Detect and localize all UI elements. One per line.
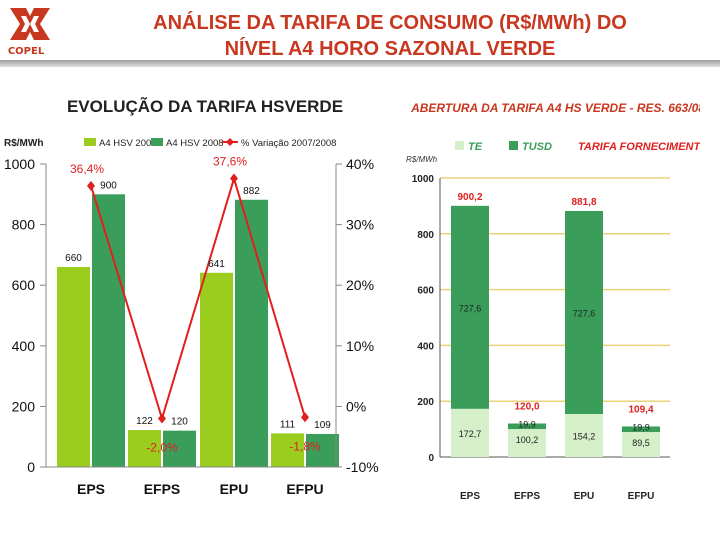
chart1-ytick-label: 800 [12,217,36,233]
te-value-label: 172,7 [459,429,482,439]
bar-a4-hsv-2007-epu [200,272,233,467]
bar-value-label: 660 [65,253,82,264]
tusd-value-label: 19,9 [632,422,650,432]
bar-value-label: 900 [100,180,117,191]
bar-tusd-eps [451,205,489,409]
legend-label-line: % Variação 2007/2008 [241,138,336,149]
tusd-value-label: 727,6 [459,303,482,313]
legend-label-total: TARIFA FORNECIMENTO [578,141,700,153]
tusd-value-label: 727,6 [573,308,596,318]
legend-label-tusd: TUSD [522,141,552,153]
page-title-line1: ANÁLISE DA TARIFA DE CONSUMO (R$/MWh) DO [153,12,627,34]
bar-a4-hsv-2007-eps [57,267,90,467]
variation-point [87,180,95,191]
chart1-ytick-label: 600 [12,277,36,293]
chart1-y2tick-label: 40% [346,156,374,172]
chart2-category-label: EPS [460,491,480,502]
legend-swatch-tusd [509,141,518,150]
bar-a4-hsv-2008-eps [92,194,125,468]
chart1-category-label: EPS [77,481,105,497]
chart1-title: EVOLUÇÃO DA TARIFA HSVERDE [67,96,343,116]
bar-value-label: 111 [280,419,296,430]
bar-value-label: 109 [314,420,331,431]
bar-a4-hsv-2008-efps [163,430,196,467]
chart2-ytick-label: 800 [417,230,434,241]
chart2-category-label: EPU [574,491,595,502]
variation-point [158,413,166,424]
legend-label-te: TE [468,141,483,153]
chart1-ytick-label: 200 [12,398,36,414]
bar-tusd-efps [508,423,546,430]
tariff-evolution-chart: EVOLUÇÃO DA TARIFA HSVERDE R$/MWh A4 HSV 2… [4,96,379,497]
te-value-label: 100,2 [516,435,539,445]
chart2-ytick-label: 0 [428,453,434,464]
bar-value-label: 641 [208,259,225,270]
page-title: ANÁLISE DA TARIFA DE CONSUMO (R$/MWh) DO… [60,10,720,62]
chart1-y2tick-label: 30% [346,217,374,233]
chart2-ylabel: R$/MWh [406,155,438,164]
bar-a4-hsv-2007-efpu [271,433,304,467]
legend-swatch-0 [84,138,96,146]
legend-label-0: A4 HSV 2007 [99,138,157,149]
bar-value-label: 120 [171,417,188,428]
chart2-category-label: EFPU [628,491,655,502]
tariff-breakdown-chart: ABERTURA DA TARIFA A4 HS VERDE - RES. 66… [406,101,700,502]
chart1-ytick-label: 400 [12,338,36,354]
brand-name: COPEL [7,46,45,57]
chart2-ytick-label: 400 [417,341,434,352]
chart1-y2tick-label: 0% [346,398,366,414]
legend-label-1: A4 HSV 2008 [166,138,224,149]
legend-swatch-1 [151,138,163,146]
bar-a4-hsv-2008-efpu [306,433,339,467]
variation-point [230,173,238,184]
variation-point [301,412,309,423]
total-value-label: 109,4 [628,404,653,415]
bar-tusd-efpu [622,426,660,433]
chart1-category-label: EFPS [144,481,181,497]
chart1-ylabel: R$/MWh [4,138,43,149]
chart1-y2tick-label: 10% [346,338,374,354]
chart2-ytick-label: 200 [417,397,434,408]
te-value-label: 154,2 [573,431,596,441]
variation-label: 37,6% [213,155,247,169]
copel-logo-icon [10,8,50,40]
bar-value-label: 882 [243,186,260,197]
total-value-label: 881,8 [571,197,596,208]
total-value-label: 120,0 [514,401,539,412]
bar-a4-hsv-2008-epu [235,199,268,467]
te-value-label: 89,5 [632,438,650,448]
tusd-value-label: 19,9 [518,419,536,429]
page-title-line2: NÍVEL A4 HORO SAZONAL VERDE [224,38,556,60]
chart2-ytick-label: 600 [417,286,434,297]
bar-te-efps [508,429,546,457]
copel-logo [4,4,56,62]
chart1-y2tick-label: 20% [346,277,374,293]
bar-a4-hsv-2007-efps [128,430,161,467]
legend-line-diamond [226,138,234,146]
variation-label: 36,4% [70,162,104,176]
bar-value-label: 122 [136,416,153,427]
chart1-category-label: EFPU [286,481,323,497]
bar-tusd-epu [565,210,603,414]
chart2-category-label: EFPS [514,491,540,502]
chart2-title: ABERTURA DA TARIFA A4 HS VERDE - RES. 66… [410,101,700,115]
chart1-ytick-label: 1000 [4,156,35,172]
bar-te-epu [565,413,603,457]
variation-label: -2,0% [146,441,178,455]
variation-label: -1,8% [289,439,321,453]
variation-line [90,175,306,422]
header-divider [0,60,720,67]
chart2-ytick-label: 1000 [412,174,435,185]
total-value-label: 900,2 [457,192,482,203]
chart1-ytick-label: 0 [27,459,35,475]
bar-te-eps [451,408,489,457]
chart1-y2tick-label: -10% [346,459,379,475]
bar-te-efpu [622,432,660,457]
legend-swatch-te [455,141,464,150]
chart1-category-label: EPU [220,481,249,497]
